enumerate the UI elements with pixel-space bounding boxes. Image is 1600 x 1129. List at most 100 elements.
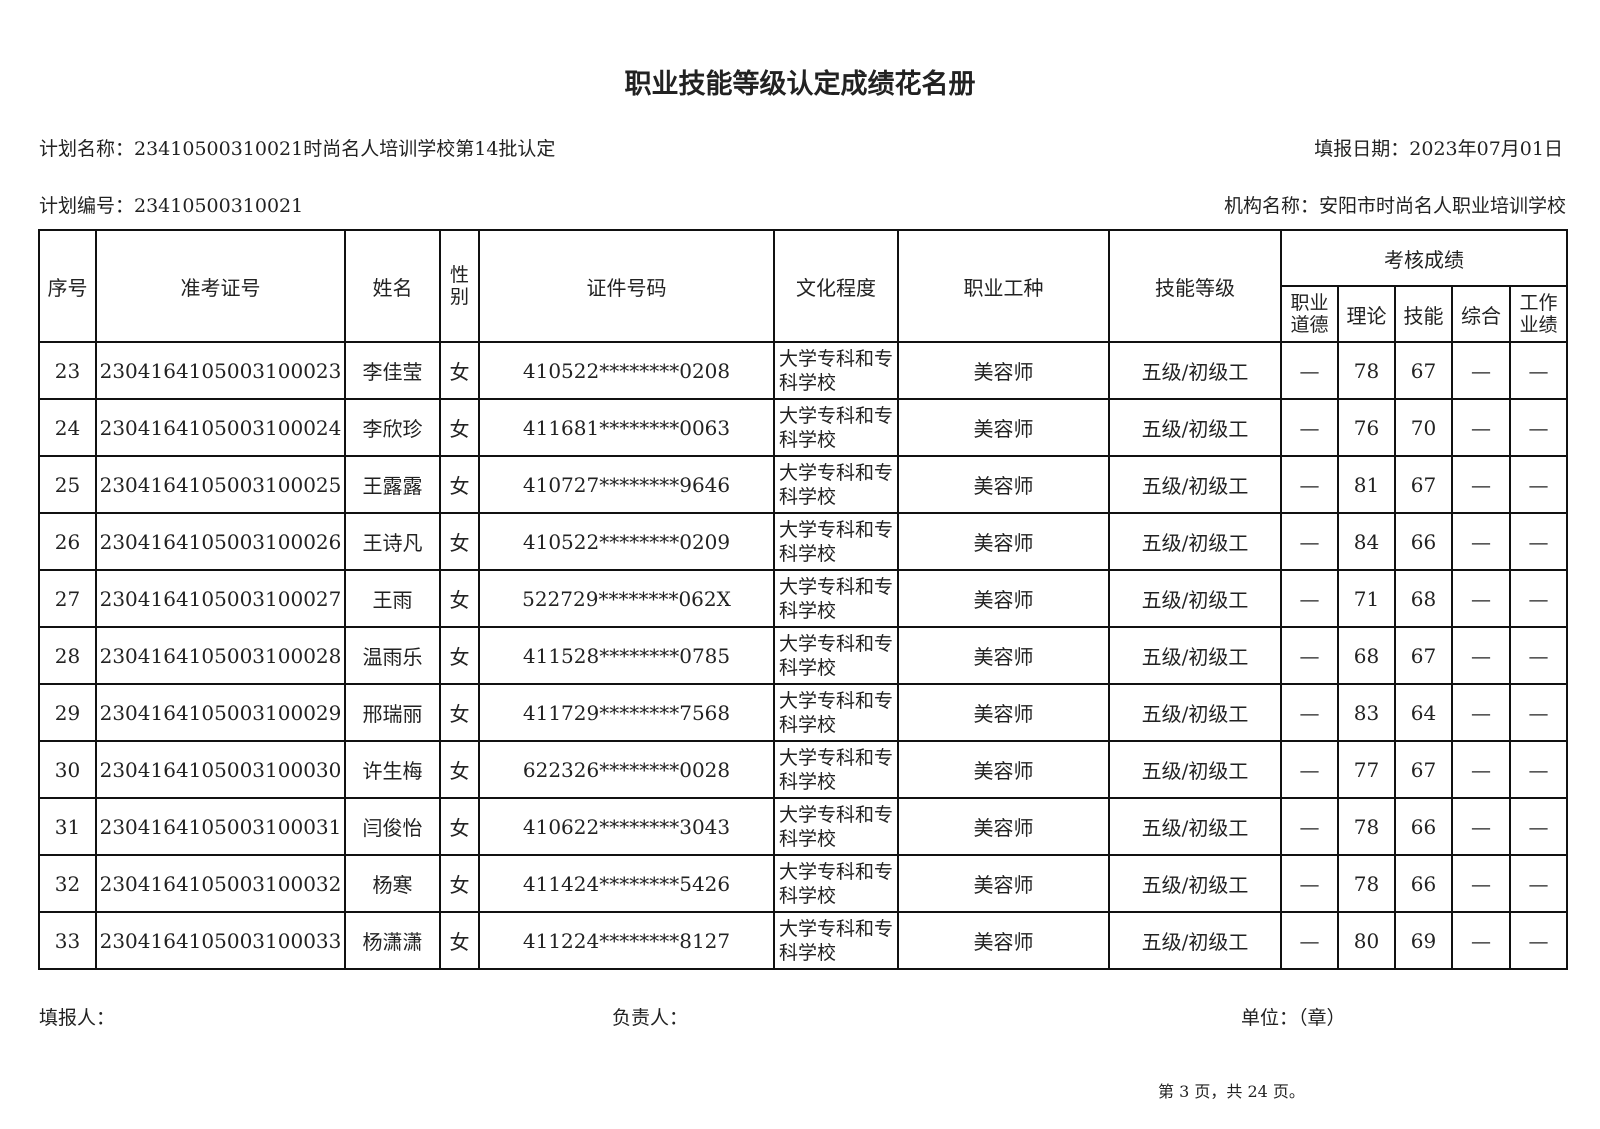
cell-theory: 84 xyxy=(1337,512,1396,571)
cell-name: 王诗凡 xyxy=(344,512,441,571)
cell-occupation: 美容师 xyxy=(897,626,1110,685)
header-name: 姓名 xyxy=(344,229,441,343)
cell-level: 五级/初级工 xyxy=(1108,797,1282,856)
cell-education: 大学专科和专科学校 xyxy=(773,911,899,970)
cell-performance: — xyxy=(1508,569,1569,628)
cell-seq: 31 xyxy=(38,797,97,856)
cell-skill: 70 xyxy=(1394,398,1453,457)
cell-occupation: 美容师 xyxy=(897,854,1110,913)
table-row: 32 2304164105003100032 杨寒女 411424********54… xyxy=(38,854,1569,913)
cell-name: 王露露 xyxy=(344,455,441,514)
cell-ethics: — xyxy=(1280,911,1339,970)
cell-education: 大学专科和专科学校 xyxy=(773,797,899,856)
cell-exam-no: 2304164105003100023 xyxy=(95,341,346,400)
table-row: 29 2304164105003100029 邢瑞丽女 411729********7… xyxy=(38,683,1569,742)
table-row: 27 2304164105003100027 王雨女 522729********06… xyxy=(38,569,1569,628)
header-education: 文化程度 xyxy=(773,229,899,343)
cell-performance: — xyxy=(1508,512,1569,571)
cell-occupation: 美容师 xyxy=(897,683,1110,742)
table-row: 33 2304164105003100033 杨潇潇女 411224********8… xyxy=(38,911,1569,970)
cell-skill: 67 xyxy=(1394,626,1453,685)
cell-performance: — xyxy=(1508,341,1569,400)
table-row: 24 2304164105003100024 李欣珍女 411681********0… xyxy=(38,398,1569,457)
cell-seq: 23 xyxy=(38,341,97,400)
org-name: 机构名称：安阳市时尚名人职业培训学校 xyxy=(1223,195,1566,217)
cell-seq: 30 xyxy=(38,740,97,799)
cell-exam-no: 2304164105003100031 xyxy=(95,797,346,856)
cell-performance: — xyxy=(1508,398,1569,457)
cell-level: 五级/初级工 xyxy=(1108,341,1282,400)
cell-ethics: — xyxy=(1280,683,1339,742)
table-row: 31 2304164105003100031 闫俊怡女 410622********3… xyxy=(38,797,1569,856)
cell-theory: 71 xyxy=(1337,569,1396,628)
cell-seq: 32 xyxy=(38,854,97,913)
unit-seal-label: 单位：（章） xyxy=(1241,1007,1346,1029)
page-title: 职业技能等级认定成绩花名册 xyxy=(624,69,976,100)
cell-theory: 76 xyxy=(1337,398,1396,457)
cell-id-no: 410522********0208 xyxy=(478,341,775,400)
cell-level: 五级/初级工 xyxy=(1108,569,1282,628)
cell-exam-no: 2304164105003100030 xyxy=(95,740,346,799)
cell-overall: — xyxy=(1451,740,1511,799)
cell-performance: — xyxy=(1508,854,1569,913)
cell-name: 许生梅 xyxy=(344,740,441,799)
cell-gender: 女 xyxy=(439,683,480,742)
cell-id-no: 411528********0785 xyxy=(478,626,775,685)
cell-level: 五级/初级工 xyxy=(1108,911,1282,970)
cell-ethics: — xyxy=(1280,797,1339,856)
cell-id-no: 622326********0028 xyxy=(478,740,775,799)
cell-seq: 28 xyxy=(38,626,97,685)
cell-seq: 25 xyxy=(38,455,97,514)
header-theory: 理论 xyxy=(1337,285,1396,343)
cell-id-no: 411424********5426 xyxy=(478,854,775,913)
cell-performance: — xyxy=(1508,626,1569,685)
cell-education: 大学专科和专科学校 xyxy=(773,341,899,400)
cell-seq: 24 xyxy=(38,398,97,457)
cell-level: 五级/初级工 xyxy=(1108,398,1282,457)
cell-occupation: 美容师 xyxy=(897,569,1110,628)
cell-exam-no: 2304164105003100028 xyxy=(95,626,346,685)
cell-theory: 80 xyxy=(1337,911,1396,970)
cell-exam-no: 2304164105003100024 xyxy=(95,398,346,457)
header-overall: 综合 xyxy=(1451,285,1511,343)
cell-occupation: 美容师 xyxy=(897,455,1110,514)
header-occupation: 职业工种 xyxy=(897,229,1110,343)
cell-name: 邢瑞丽 xyxy=(344,683,441,742)
plan-name: 计划名称：23410500310021时尚名人培训学校第14批认定 xyxy=(39,138,556,160)
cell-overall: — xyxy=(1451,797,1511,856)
cell-exam-no: 2304164105003100025 xyxy=(95,455,346,514)
cell-skill: 64 xyxy=(1394,683,1453,742)
cell-performance: — xyxy=(1508,683,1569,742)
cell-theory: 83 xyxy=(1337,683,1396,742)
table-row: 23 2304164105003100023 李佳莹女 410522********0… xyxy=(38,341,1569,400)
cell-gender: 女 xyxy=(439,797,480,856)
header-scores: 考核成绩 xyxy=(1279,229,1569,287)
cell-level: 五级/初级工 xyxy=(1108,740,1282,799)
cell-overall: — xyxy=(1451,398,1511,457)
cell-occupation: 美容师 xyxy=(897,512,1110,571)
cell-name: 闫俊怡 xyxy=(344,797,441,856)
table-row: 26 2304164105003100026 王诗凡女 410522********0… xyxy=(38,512,1569,571)
cell-id-no: 410522********0209 xyxy=(478,512,775,571)
cell-name: 王雨 xyxy=(344,569,441,628)
cell-education: 大学专科和专科学校 xyxy=(773,683,899,742)
cell-level: 五级/初级工 xyxy=(1108,683,1282,742)
cell-performance: — xyxy=(1508,455,1569,514)
cell-ethics: — xyxy=(1280,854,1339,913)
cell-id-no: 522729********062X xyxy=(478,569,775,628)
filler-label: 填报人： xyxy=(39,1007,116,1029)
report-date: 填报日期：2023年07月01日 xyxy=(1314,138,1563,160)
cell-exam-no: 2304164105003100032 xyxy=(95,854,346,913)
cell-performance: — xyxy=(1508,911,1569,970)
score-roster-table: 序号 准考证号 姓名 性别 证件号码 文化程度 职业工种 技能等级 考核成绩 职… xyxy=(38,229,1569,970)
cell-name: 李佳莹 xyxy=(344,341,441,400)
cell-name: 杨潇潇 xyxy=(344,911,441,970)
cell-gender: 女 xyxy=(439,398,480,457)
cell-gender: 女 xyxy=(439,740,480,799)
cell-seq: 26 xyxy=(38,512,97,571)
manager-label: 负责人： xyxy=(612,1007,689,1029)
cell-gender: 女 xyxy=(439,455,480,514)
header-skill: 技能 xyxy=(1394,285,1453,343)
cell-education: 大学专科和专科学校 xyxy=(773,455,899,514)
cell-theory: 78 xyxy=(1337,341,1396,400)
